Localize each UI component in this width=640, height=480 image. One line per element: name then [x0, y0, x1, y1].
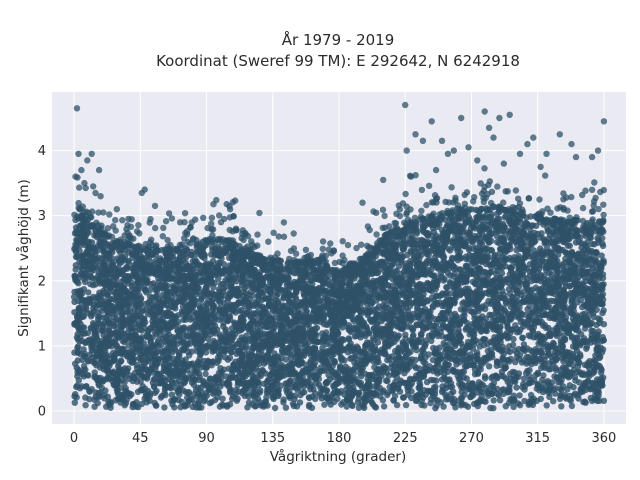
data-point — [82, 402, 89, 409]
data-point — [376, 384, 383, 391]
data-point — [481, 268, 488, 276]
data-point — [414, 337, 422, 345]
data-point — [317, 384, 324, 392]
data-point — [201, 251, 208, 258]
data-point — [219, 395, 226, 402]
data-point — [485, 297, 492, 305]
data-point — [309, 327, 316, 334]
data-point — [558, 386, 565, 393]
data-point — [490, 397, 497, 404]
data-point — [72, 266, 79, 273]
data-point — [402, 401, 410, 409]
data-point — [201, 396, 209, 403]
data-point — [323, 387, 331, 394]
data-point — [82, 394, 89, 401]
data-point — [566, 275, 573, 282]
data-point — [282, 356, 290, 363]
data-point — [226, 401, 234, 408]
data-point — [566, 242, 573, 249]
chart-title-line1: År 1979 - 2019 — [282, 30, 395, 49]
data-point — [550, 361, 557, 368]
data-point — [331, 358, 338, 365]
data-point — [85, 289, 92, 296]
data-point — [146, 355, 153, 362]
data-point — [446, 340, 453, 347]
data-point — [138, 355, 145, 363]
data-point — [449, 254, 456, 262]
data-point — [533, 222, 540, 229]
data-point — [427, 399, 434, 407]
data-point — [490, 405, 497, 412]
points-layer — [70, 101, 608, 412]
data-point — [532, 372, 539, 379]
data-point — [496, 346, 503, 353]
data-point — [85, 372, 92, 379]
data-point — [155, 337, 162, 344]
data-point — [439, 309, 446, 317]
data-point — [417, 330, 425, 338]
data-point — [118, 310, 126, 318]
data-point — [590, 313, 598, 321]
data-point — [280, 399, 287, 406]
data-point — [110, 354, 117, 361]
data-point — [543, 402, 550, 409]
data-point — [464, 403, 472, 410]
data-point — [432, 405, 439, 412]
data-point — [430, 228, 438, 236]
chart-title-line2: Koordinat (Sweref 99 TM): E 292642, N 62… — [156, 52, 520, 70]
data-point — [412, 356, 419, 364]
data-point — [574, 363, 582, 370]
data-point — [90, 281, 97, 289]
data-point — [513, 247, 520, 254]
data-point — [92, 393, 99, 400]
data-point — [425, 351, 432, 358]
data-point — [374, 269, 382, 276]
data-point — [516, 392, 523, 399]
data-point — [526, 367, 533, 374]
data-point — [171, 404, 178, 411]
data-point — [372, 404, 380, 411]
data-point — [261, 380, 268, 387]
data-point — [474, 265, 482, 272]
data-point — [379, 397, 387, 404]
data-point — [94, 399, 101, 407]
data-point — [537, 395, 544, 403]
data-point — [545, 366, 553, 373]
data-point — [599, 309, 606, 317]
